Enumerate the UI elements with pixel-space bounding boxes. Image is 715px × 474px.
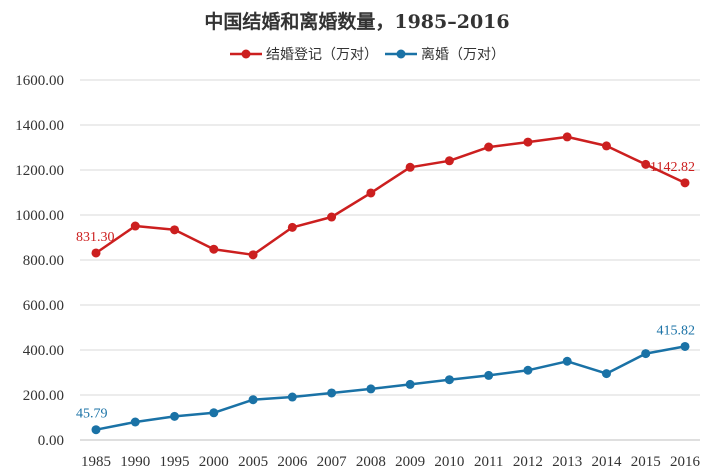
x-tick-label: 2007 xyxy=(317,454,348,470)
data-point xyxy=(209,408,219,418)
data-point xyxy=(484,142,494,152)
data-label: 45.79 xyxy=(76,407,108,422)
data-point xyxy=(287,392,297,402)
x-tick-label: 2008 xyxy=(356,454,386,470)
x-tick-label: 2015 xyxy=(631,454,661,470)
y-tick-label: 400.00 xyxy=(23,343,64,359)
data-point xyxy=(680,341,690,351)
data-point xyxy=(601,141,611,151)
data-point xyxy=(641,159,651,169)
data-point xyxy=(170,225,180,235)
y-tick-label: 1000.00 xyxy=(15,208,64,224)
y-axis-ticks: 0.00 200.00 400.00 600.00 800.00 1000.00 1200.… xyxy=(15,73,64,449)
x-tick-label: 2016 xyxy=(670,454,701,470)
data-point xyxy=(484,370,494,380)
x-tick-label: 2014 xyxy=(591,454,622,470)
x-tick-label: 1995 xyxy=(160,454,190,470)
data-point xyxy=(209,244,219,254)
x-tick-label: 2000 xyxy=(199,454,229,470)
legend-item-marriage: 结婚登记（万对） xyxy=(230,47,378,63)
y-tick-label: 0.00 xyxy=(38,433,64,449)
chart-title: 中国结婚和离婚数量，1985–2016 xyxy=(204,10,509,33)
data-point xyxy=(366,384,376,394)
data-point xyxy=(641,349,651,359)
x-tick-label: 2011 xyxy=(474,454,503,470)
data-point xyxy=(562,132,572,142)
data-point xyxy=(601,369,611,379)
x-tick-label: 2013 xyxy=(552,454,582,470)
data-point xyxy=(444,375,454,385)
data-point xyxy=(405,379,415,389)
data-point xyxy=(91,425,101,435)
data-point xyxy=(680,178,690,188)
data-point xyxy=(170,411,180,421)
legend-label-divorce: 离婚（万对） xyxy=(421,46,505,63)
legend-label-marriage: 结婚登记（万对） xyxy=(266,47,378,63)
data-point xyxy=(366,188,376,198)
y-tick-label: 1400.00 xyxy=(15,118,64,134)
data-point xyxy=(91,248,101,258)
data-point xyxy=(562,356,572,366)
y-tick-label: 800.00 xyxy=(23,253,64,269)
data-point xyxy=(444,156,454,166)
data-point xyxy=(248,250,258,260)
data-label: 831.30 xyxy=(76,230,115,245)
series-group: 831.30 1142.82 45.79 415.82 xyxy=(76,132,696,435)
data-label: 1142.82 xyxy=(650,160,695,175)
y-tick-label: 600.00 xyxy=(23,298,64,314)
y-tick-label: 1200.00 xyxy=(15,163,64,179)
data-point xyxy=(523,365,533,375)
data-label: 415.82 xyxy=(657,323,696,338)
x-tick-label: 2012 xyxy=(513,454,543,470)
gridlines xyxy=(80,79,700,441)
data-point xyxy=(130,221,140,231)
x-axis-ticks: 1985 1990 1995 2000 2005 2006 2007 2008 2009 2010… xyxy=(81,454,701,470)
x-tick-label: 2006 xyxy=(277,454,308,470)
series-0: 831.30 1142.82 xyxy=(76,132,695,260)
data-point xyxy=(130,417,140,427)
legend-marker-dot xyxy=(396,49,406,59)
x-tick-label: 1985 xyxy=(81,454,111,470)
data-point xyxy=(405,162,415,172)
series-line xyxy=(95,345,686,431)
x-tick-label: 2010 xyxy=(434,454,464,470)
series-1: 45.79 415.82 xyxy=(76,323,696,435)
data-point xyxy=(523,137,533,147)
data-point xyxy=(327,212,337,222)
series-line xyxy=(95,135,686,257)
y-tick-label: 200.00 xyxy=(23,388,64,404)
x-tick-label: 2005 xyxy=(238,454,268,470)
x-tick-label: 2009 xyxy=(395,454,425,470)
data-point xyxy=(248,395,258,405)
data-point xyxy=(327,388,337,398)
x-tick-label: 1990 xyxy=(120,454,150,470)
y-tick-label: 1600.00 xyxy=(15,73,64,89)
legend-marker-dot xyxy=(241,49,251,59)
legend-item-divorce: 离婚（万对） xyxy=(385,46,505,63)
data-point xyxy=(287,222,297,232)
legend: 结婚登记（万对） 离婚（万对） xyxy=(230,46,505,63)
